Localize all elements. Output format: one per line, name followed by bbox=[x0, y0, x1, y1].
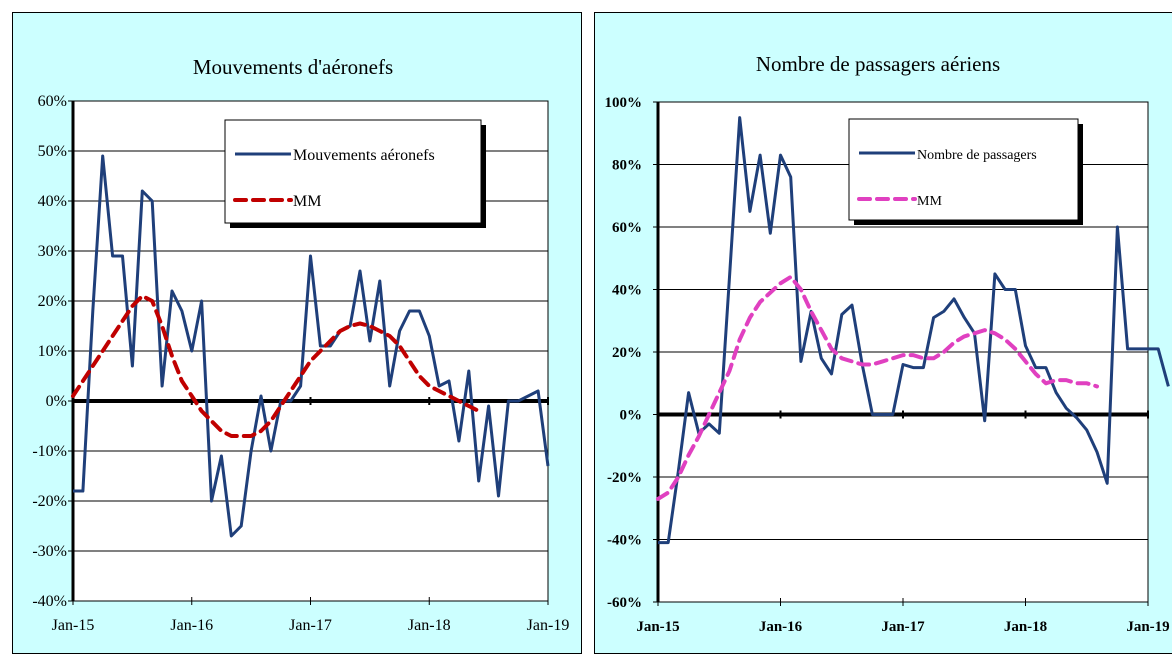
x-tick-label: Jan-15 bbox=[52, 617, 95, 634]
series-line-mm bbox=[656, 275, 1099, 501]
x-tick-label: Jan-19 bbox=[1126, 619, 1169, 635]
chart-panel-aircraft-movements: Mouvements d'aéronefs -40% -30% -20% -10% 0% 1… bbox=[12, 12, 582, 654]
y-tick-label: 60% bbox=[38, 93, 67, 110]
x-tick-label: Jan-18 bbox=[408, 617, 451, 634]
y-tick-label: 30% bbox=[38, 243, 67, 260]
y-tick-label: -40% bbox=[607, 533, 642, 549]
legend-label: MM bbox=[917, 194, 942, 209]
y-tick-label: 20% bbox=[38, 293, 67, 310]
y-tick-label: 60% bbox=[612, 220, 642, 236]
x-tick-label: Jan-15 bbox=[636, 619, 679, 635]
x-tick-label: Jan-16 bbox=[759, 619, 803, 635]
y-tick-label: 80% bbox=[612, 158, 642, 174]
y-tick-label: 40% bbox=[38, 193, 67, 210]
y-tick-label: 100% bbox=[605, 95, 643, 111]
y-tick-label: -10% bbox=[32, 443, 67, 460]
y-tick-label: 50% bbox=[38, 143, 67, 160]
chart-title: Nombre de passagers aériens bbox=[756, 52, 1000, 76]
y-tick-label: -30% bbox=[32, 543, 67, 560]
chart-panel-air-passengers: Nombre de passagers aériens -60% -40% -20% 0… bbox=[594, 12, 1172, 654]
legend-label: MM bbox=[293, 193, 321, 210]
y-tick-label: -20% bbox=[32, 493, 67, 510]
y-tick-label: -60% bbox=[607, 595, 642, 611]
series-line-main bbox=[658, 116, 1170, 545]
legend-label: Nombre de passagers bbox=[917, 148, 1037, 163]
y-tick-label: 20% bbox=[612, 345, 642, 361]
x-tick-label: Jan-18 bbox=[1004, 619, 1047, 635]
chart-aircraft-movements: Mouvements d'aéronefs -40% -30% -20% -10% 0% 1… bbox=[32, 55, 570, 634]
y-tick-label: 0% bbox=[46, 393, 67, 410]
y-tick-label: 0% bbox=[620, 408, 643, 424]
x-tick-label: Jan-19 bbox=[527, 617, 570, 634]
y-tick-label: -20% bbox=[607, 470, 642, 486]
legend-box bbox=[224, 119, 482, 224]
y-tick-label: 40% bbox=[612, 283, 642, 299]
chart-title: Mouvements d'aéronefs bbox=[193, 55, 393, 79]
x-tick-label: Jan-17 bbox=[289, 617, 332, 634]
y-tick-label: -40% bbox=[32, 593, 67, 610]
x-tick-label: Jan-16 bbox=[170, 617, 213, 634]
y-tick-label: 10% bbox=[38, 343, 67, 360]
chart-air-passengers: Nombre de passagers aériens -60% -40% -20% 0… bbox=[605, 52, 1170, 635]
series-line-main bbox=[73, 154, 550, 538]
legend-box bbox=[848, 118, 1079, 221]
x-tick-label: Jan-17 bbox=[881, 619, 925, 635]
legend-label: Mouvements aéronefs bbox=[293, 147, 435, 164]
series-line-mm bbox=[71, 294, 481, 438]
